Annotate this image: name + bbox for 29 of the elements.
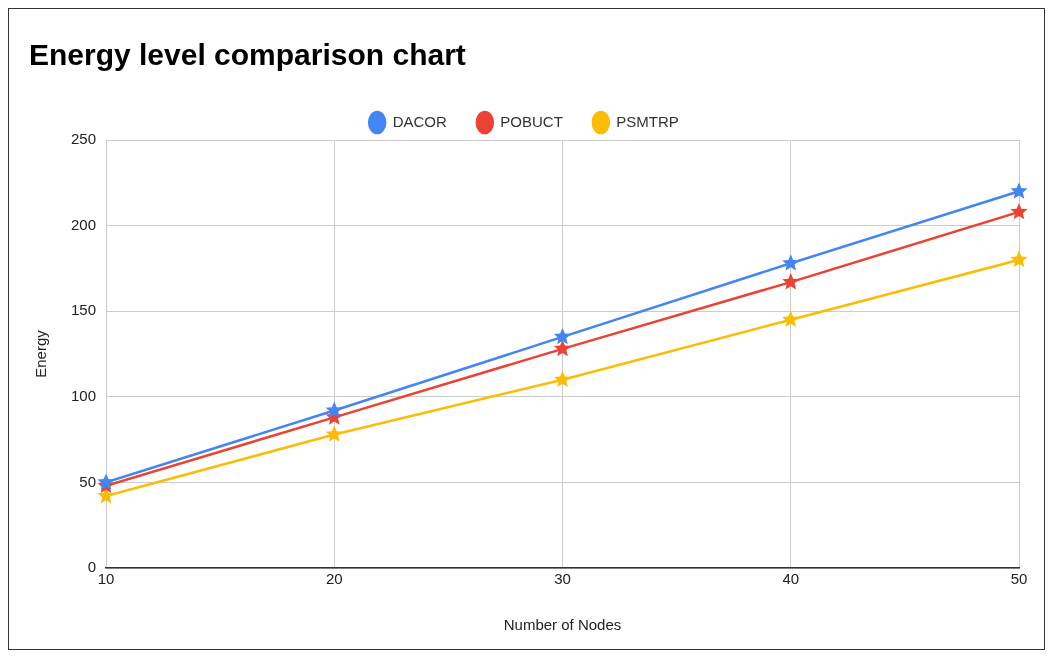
- point: [553, 339, 572, 357]
- legend-label: POBUCT: [500, 112, 563, 130]
- point: [782, 254, 800, 271]
- point: [1010, 250, 1028, 268]
- y-tick-label: 200: [71, 215, 97, 233]
- chart-title: Energy level comparison chart: [29, 38, 466, 72]
- x-tick-label: 50: [1010, 570, 1028, 588]
- y-tick-label: 150: [71, 301, 97, 319]
- y-tick-label: 250: [71, 130, 97, 148]
- y-tick-label: 50: [79, 472, 97, 490]
- point: [325, 425, 343, 442]
- y-tick-label: 100: [71, 386, 97, 404]
- x-tick-label: 10: [97, 570, 115, 588]
- point: [325, 401, 343, 418]
- point: [97, 487, 115, 504]
- y-axis-title: Energy: [32, 329, 50, 378]
- point: [97, 473, 115, 490]
- x-tick-label: 40: [782, 570, 800, 588]
- y-tick-label: 0: [87, 558, 97, 576]
- x-tick-label: 30: [554, 570, 571, 588]
- point: [553, 327, 572, 345]
- point: [1010, 182, 1028, 199]
- point: [782, 310, 800, 328]
- point: [553, 370, 572, 387]
- x-tick-label: 20: [325, 570, 343, 588]
- point: [1010, 202, 1028, 220]
- x-axis-title: Number of Nodes: [503, 616, 622, 634]
- legend-label: DACOR: [392, 112, 447, 130]
- legend-label: PSMTRP: [616, 112, 679, 130]
